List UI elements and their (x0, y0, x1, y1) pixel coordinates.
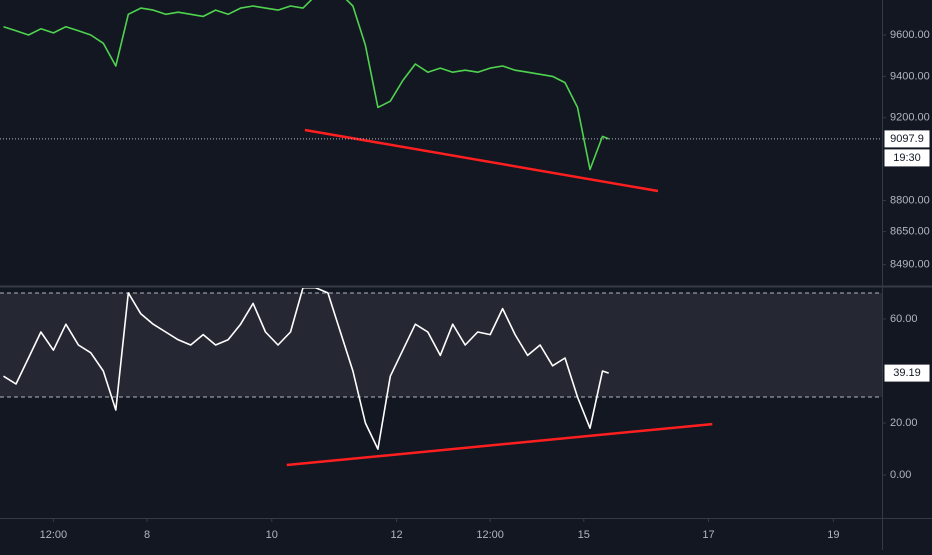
y-tick-label: 20.00 (890, 417, 918, 429)
countdown-label: 19:30 (893, 152, 921, 164)
pane (3, 0, 659, 193)
y-tick-label: 9200.00 (890, 112, 930, 124)
y-tick-label: 9400.00 (890, 70, 930, 82)
last-value-tag (883, 129, 931, 149)
y-tick-label: 8650.00 (890, 226, 930, 238)
x-tick-label: 12:00 (40, 529, 68, 541)
last-value-tag (883, 363, 931, 383)
x-tick-label: 10 (266, 529, 278, 541)
x-tick-label: 15 (578, 529, 590, 541)
y-tick-label: 60.00 (890, 313, 918, 325)
x-tick-label: 12:00 (476, 529, 504, 541)
last-value-label: 9097.9 (890, 133, 924, 145)
trendline (304, 128, 659, 193)
series-line (3, 288, 609, 450)
x-tick-label: 12 (390, 529, 402, 541)
rsi-band-fill (0, 292, 882, 398)
x-tick-label: 8 (144, 529, 150, 541)
last-value-label: 39.19 (893, 367, 921, 379)
y-tick-label: 8800.00 (890, 194, 930, 206)
series-line (3, 0, 609, 171)
y-tick-label: 9600.00 (890, 29, 930, 41)
y-tick-label: 8490.00 (890, 259, 930, 271)
x-tick-label: 17 (702, 529, 714, 541)
trendline (286, 422, 713, 467)
countdown-tag (883, 148, 931, 168)
x-tick-label: 19 (827, 529, 839, 541)
y-tick-label: 0.00 (890, 469, 911, 481)
pane (0, 288, 882, 467)
